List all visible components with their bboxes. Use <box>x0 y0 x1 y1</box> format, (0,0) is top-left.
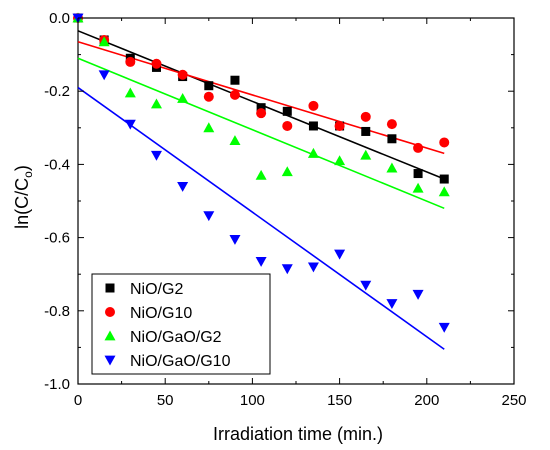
legend-marker-1 <box>105 307 115 317</box>
x-tick-label: 150 <box>327 392 352 409</box>
y-tick-label: -0.6 <box>44 230 70 247</box>
legend-marker-2 <box>104 330 116 341</box>
data-point-series-0 <box>439 174 449 184</box>
legend-label-2: NiO/GaO/G2 <box>130 329 222 346</box>
x-tick-label: 0 <box>74 392 82 409</box>
data-point-series-1 <box>308 100 319 111</box>
data-point-series-3 <box>281 264 293 275</box>
data-point-series-3 <box>255 256 267 267</box>
y-tick-label: -1.0 <box>44 376 70 393</box>
x-axis-title: Irradiation time (min.) <box>213 424 383 444</box>
data-markers <box>72 12 450 333</box>
data-point-series-3 <box>98 70 110 81</box>
data-point-series-3 <box>386 299 398 309</box>
data-point-series-1 <box>125 56 136 67</box>
data-point-series-3 <box>360 280 372 291</box>
data-point-series-3 <box>150 150 162 161</box>
data-point-series-1 <box>177 69 188 80</box>
data-point-series-0 <box>387 134 397 144</box>
data-point-series-2 <box>229 135 241 146</box>
data-point-series-1 <box>386 119 397 130</box>
data-point-series-1 <box>413 142 424 153</box>
fit-line-2 <box>77 57 445 210</box>
data-point-series-2 <box>203 122 215 133</box>
data-point-series-2 <box>360 149 372 160</box>
y-axis-title: ln(C/Co) <box>12 165 35 229</box>
data-point-series-3 <box>438 322 450 333</box>
legend-label-0: NiO/G2 <box>130 281 183 298</box>
y-tick-label: 0.0 <box>49 10 70 27</box>
data-point-series-0 <box>282 106 292 116</box>
data-point-series-3 <box>334 249 346 260</box>
y-tick-label: -0.4 <box>44 156 70 173</box>
data-point-series-2 <box>307 147 319 158</box>
x-tick-label: 250 <box>501 392 526 409</box>
data-point-series-1 <box>229 89 240 100</box>
data-point-series-1 <box>282 120 293 131</box>
data-point-series-3 <box>412 289 424 300</box>
data-point-series-0 <box>413 169 423 179</box>
fit-line-3 <box>77 86 445 350</box>
data-point-series-0 <box>361 126 371 136</box>
data-point-series-0 <box>230 75 240 85</box>
legend: NiO/G2 NiO/G10 NiO/GaO/G2 NiO/GaO/G10 <box>91 273 271 375</box>
data-point-series-3 <box>307 262 319 273</box>
data-point-series-2 <box>412 182 424 193</box>
data-point-series-2 <box>255 169 267 180</box>
data-point-series-1 <box>439 137 450 148</box>
data-point-series-1 <box>151 58 162 69</box>
data-point-series-2 <box>150 98 162 109</box>
data-point-series-2 <box>124 87 136 98</box>
data-point-series-2 <box>177 93 189 103</box>
legend-label-3: NiO/GaO/G10 <box>130 353 231 370</box>
y-tick-label: -0.8 <box>44 303 70 320</box>
data-point-series-2 <box>281 166 293 177</box>
fit-line-1 <box>77 41 445 155</box>
data-point-series-2 <box>334 155 346 166</box>
x-tick-label: 50 <box>157 392 174 409</box>
data-point-series-3 <box>203 211 215 222</box>
x-tick-label: 100 <box>240 392 265 409</box>
data-point-series-1 <box>256 108 267 119</box>
data-point-series-2 <box>386 162 398 173</box>
data-point-series-0 <box>256 103 266 113</box>
data-point-series-2 <box>98 36 110 47</box>
legend-marker-0 <box>105 283 115 293</box>
data-point-series-3 <box>177 181 189 192</box>
data-point-series-2 <box>438 186 450 197</box>
data-point-series-0 <box>308 121 318 131</box>
data-point-series-3 <box>124 119 136 130</box>
data-point-series-0 <box>204 81 214 91</box>
data-point-series-1 <box>360 111 371 122</box>
legend-label-1: NiO/G10 <box>130 305 192 322</box>
data-point-series-1 <box>334 120 345 131</box>
legend-marker-3 <box>104 355 116 366</box>
data-point-series-3 <box>229 235 241 245</box>
axes: 0 50 100 150 200 250 0.0 -0.2 -0.4 -0.6 -0.8 -1.0 <box>44 10 526 409</box>
legend-box <box>91 273 271 375</box>
data-point-series-1 <box>203 91 214 102</box>
x-tick-label: 200 <box>414 392 439 409</box>
y-tick-label: -0.2 <box>44 83 70 100</box>
